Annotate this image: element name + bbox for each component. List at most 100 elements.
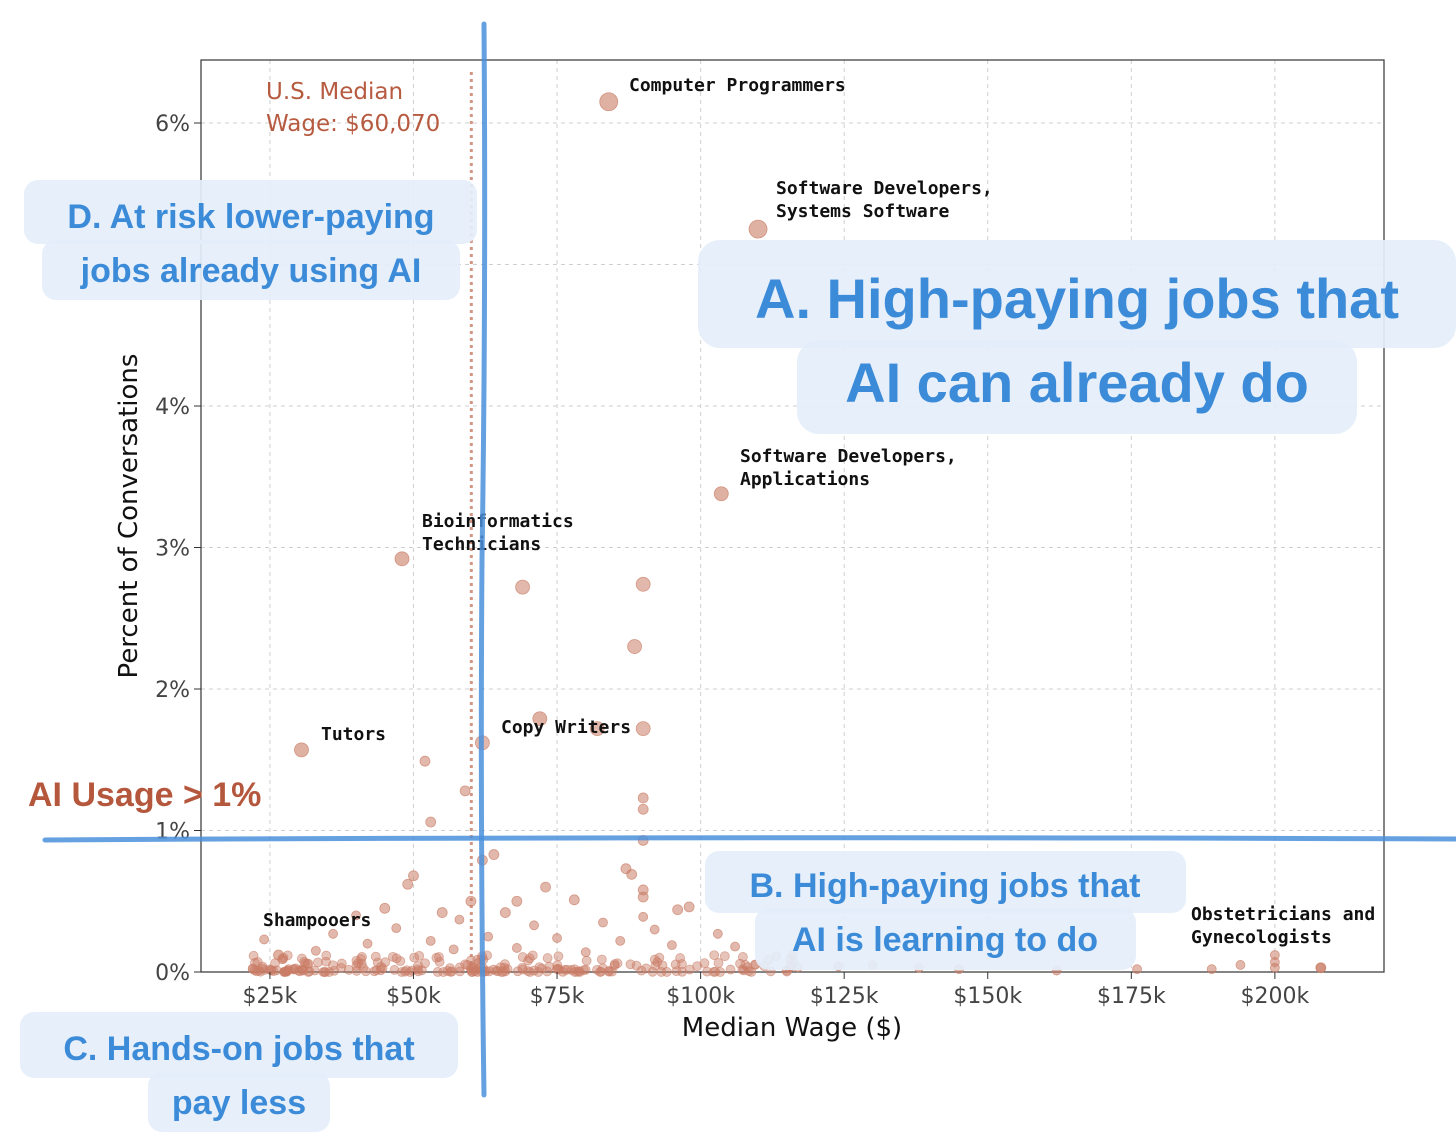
quadrant-b-line1: B. High-paying jobs that <box>750 867 1141 905</box>
data-point <box>626 868 638 880</box>
y-tick-label: 2% <box>155 678 190 703</box>
data-point <box>388 951 398 962</box>
data-point <box>596 966 606 977</box>
data-point <box>1206 964 1217 975</box>
data-point <box>641 963 651 974</box>
data-point <box>692 961 703 972</box>
data-point-labeled <box>394 551 410 567</box>
data-point <box>413 960 424 971</box>
data-point-labeled <box>713 486 729 502</box>
data-point <box>738 965 749 976</box>
data-point <box>607 966 617 977</box>
data-point <box>442 966 453 976</box>
point-label: Applications <box>740 469 870 490</box>
x-axis-title: Median Wage ($) <box>682 1013 902 1043</box>
data-point <box>1132 964 1142 975</box>
data-point <box>336 958 347 969</box>
data-point <box>356 958 367 969</box>
quadrant-b-annotation: B. High-paying jobs that AI is learning … <box>705 851 1186 970</box>
data-point <box>708 967 719 977</box>
data-point <box>557 966 568 977</box>
point-label: Software Developers, <box>740 446 957 467</box>
quadrant-vertical-divider <box>478 21 488 1098</box>
data-point <box>319 967 330 977</box>
data-point <box>419 755 431 767</box>
data-point <box>649 924 660 935</box>
quadrant-c-line1: C. Hands-on jobs that <box>63 1030 414 1068</box>
data-point <box>568 894 580 906</box>
data-point <box>553 951 564 962</box>
data-point <box>454 966 465 977</box>
data-point <box>303 967 314 977</box>
data-point <box>268 966 279 977</box>
data-point <box>370 951 381 962</box>
data-point <box>737 952 748 962</box>
data-point <box>259 934 270 945</box>
x-tick-label: $125k <box>810 984 879 1009</box>
quadrant-horizontal-divider <box>42 835 1456 843</box>
data-point <box>247 964 258 974</box>
data-point-labeled <box>532 711 548 727</box>
point-label: Gynecologists <box>1191 927 1332 948</box>
quadrant-a-annotation: A. High-paying jobs that AI can already … <box>698 240 1456 434</box>
data-point <box>425 935 436 946</box>
data-point <box>448 944 459 955</box>
data-point <box>596 954 607 965</box>
data-point-labeled <box>294 742 309 758</box>
data-point <box>436 907 448 918</box>
data-point <box>713 958 724 968</box>
data-point <box>636 965 647 976</box>
data-point <box>468 962 479 973</box>
quadrant-c-annotation: C. Hands-on jobs that pay less <box>20 1012 458 1132</box>
data-point-labeled <box>748 219 768 239</box>
x-tick-label: $200k <box>1241 984 1310 1009</box>
data-point <box>699 958 710 969</box>
data-point <box>635 721 651 737</box>
data-point <box>625 959 636 970</box>
data-point <box>670 959 681 970</box>
data-point <box>589 721 605 737</box>
data-point <box>542 953 553 963</box>
data-point <box>667 940 677 951</box>
data-point <box>683 901 695 913</box>
data-point <box>542 966 553 977</box>
point-labels: Computer Programmers Software Developers,… <box>263 75 1375 948</box>
data-point <box>512 966 523 977</box>
data-point <box>395 956 406 967</box>
data-point <box>310 945 321 956</box>
y-tick-label: 4% <box>155 395 190 420</box>
x-tick-label: $150k <box>953 984 1022 1009</box>
data-point <box>635 576 651 592</box>
data-point <box>534 962 545 973</box>
data-point <box>454 914 465 925</box>
data-point <box>580 964 591 975</box>
data-point <box>544 961 555 972</box>
data-point <box>649 954 660 965</box>
data-point <box>511 943 522 953</box>
y-tick-label: 6% <box>155 112 190 137</box>
point-label: Software Developers, <box>776 178 993 199</box>
data-point <box>375 965 386 976</box>
data-point <box>425 816 437 828</box>
data-point <box>302 959 313 969</box>
data-point <box>552 960 563 971</box>
data-point <box>1269 962 1280 973</box>
point-label: Obstetricians and <box>1191 904 1375 925</box>
x-tick-label: $175k <box>1097 984 1166 1009</box>
y-tick-label: 3% <box>155 537 190 562</box>
quadrant-a-line2: AI can already do <box>845 351 1309 414</box>
data-point <box>360 966 371 977</box>
data-point <box>627 639 642 654</box>
point-label: Tutors <box>321 724 386 745</box>
data-point <box>321 956 331 967</box>
data-point <box>525 967 535 977</box>
y-tick-label: 0% <box>155 961 190 986</box>
data-point <box>712 928 723 939</box>
data-point <box>432 967 443 977</box>
data-point <box>709 950 720 961</box>
data-point <box>527 950 538 961</box>
data-point <box>580 947 591 958</box>
data-point <box>515 579 530 595</box>
data-point <box>598 917 608 928</box>
data-point <box>362 938 373 949</box>
